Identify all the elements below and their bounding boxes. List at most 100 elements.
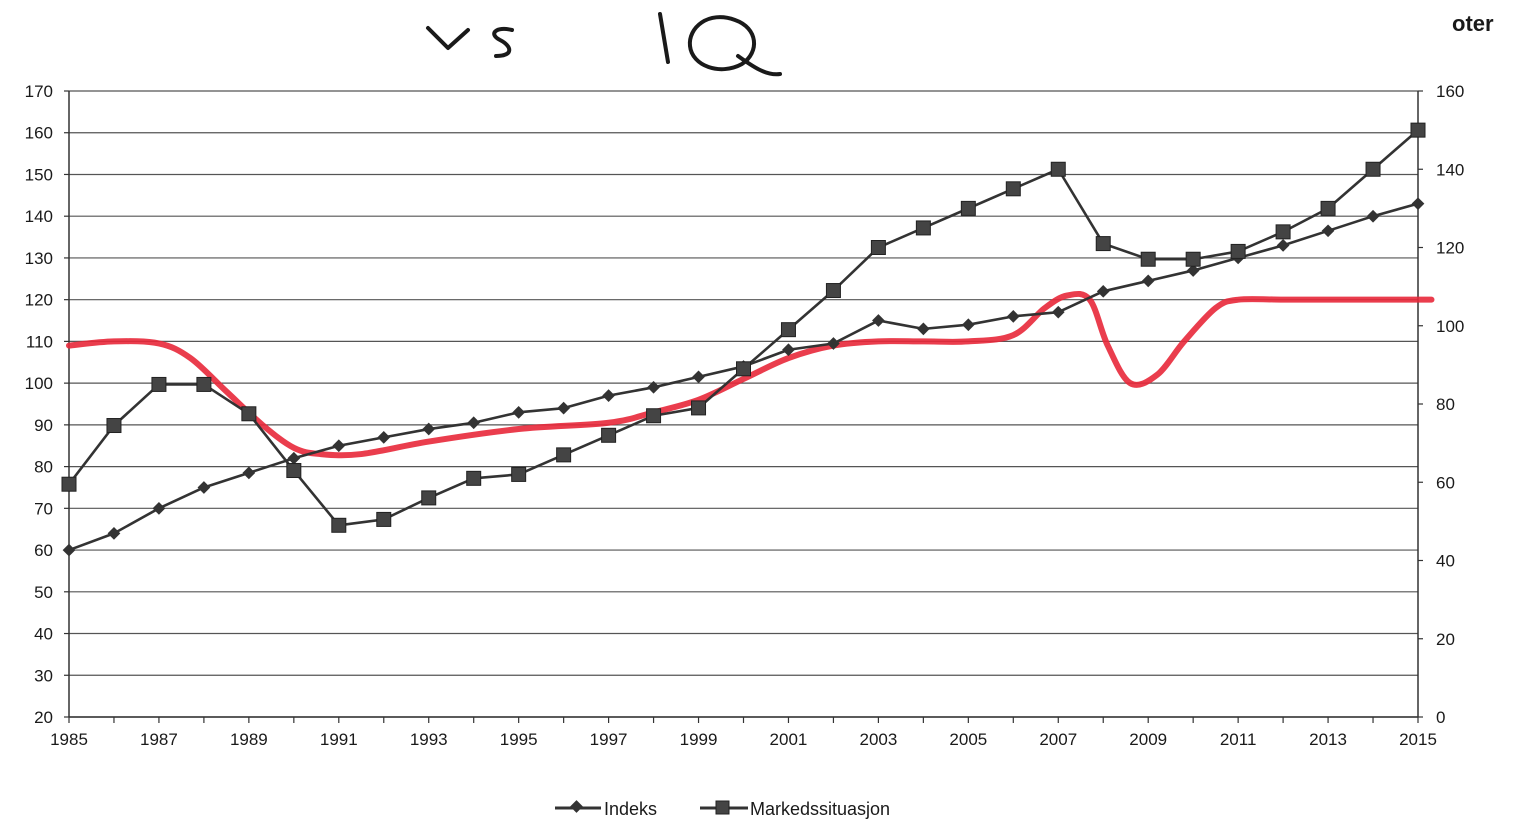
y-left-tick-label: 20 (34, 708, 53, 727)
data-point (825, 283, 841, 299)
data-point (151, 376, 167, 392)
data-point (1275, 224, 1291, 240)
legend: Indeks Markedssituasjon (555, 799, 890, 819)
data-point (1411, 197, 1425, 211)
y-right-tick-label: 20 (1436, 630, 1455, 649)
data-point (377, 431, 391, 444)
x-tick-label: 2003 (859, 730, 897, 749)
data-point (376, 511, 392, 527)
data-point (287, 451, 301, 465)
y-left-tick-label: 170 (25, 82, 53, 101)
data-point (286, 463, 302, 479)
data-point (1276, 239, 1290, 252)
data-point (152, 501, 166, 515)
data-point (421, 490, 437, 506)
data-point (1005, 181, 1021, 197)
legend-item-indeks: Indeks (555, 799, 657, 819)
data-point (106, 418, 122, 434)
data-point (915, 220, 931, 236)
data-point (1141, 274, 1155, 288)
y-left-tick-label: 60 (34, 541, 53, 560)
data-point (691, 400, 707, 416)
data-point (1140, 251, 1156, 267)
series-markedssituasjon (61, 122, 1426, 533)
axis-layer: 20 30 40 50 60 70 80 90 100 110 120 130 140 150 160 170… (25, 82, 1465, 749)
legend-label: Markedssituasjon (750, 799, 890, 819)
data-point (467, 416, 481, 430)
grid-layer (69, 90, 1418, 718)
y-left-tick-label: 100 (25, 374, 53, 393)
y-right-tick-label: 160 (1436, 82, 1464, 101)
data-point (556, 447, 572, 463)
data-point (197, 481, 211, 494)
x-tick-label: 2015 (1399, 730, 1437, 749)
x-tick-label: 1991 (320, 730, 358, 749)
x-tick-label: 2001 (770, 730, 808, 749)
data-point (331, 517, 347, 533)
x-tick-label: 2005 (949, 730, 987, 749)
data-point (1051, 305, 1065, 319)
data-point (422, 422, 436, 436)
x-tick-label: 1989 (230, 730, 268, 749)
data-point (1366, 209, 1380, 223)
data-point (512, 405, 526, 419)
data-point (1365, 161, 1381, 177)
y-left-tick-label: 80 (34, 458, 53, 477)
y-left-tick-label: 110 (26, 332, 53, 351)
data-point (870, 240, 886, 255)
data-point (692, 370, 705, 384)
red-overlay-line (66, 290, 1435, 459)
y-left-tick-label: 160 (25, 124, 53, 143)
y-left-tick-label: 40 (34, 625, 53, 644)
corner-text: oter (1452, 11, 1494, 36)
data-point (601, 427, 617, 443)
y-left-tick-label: 150 (25, 165, 53, 184)
red-overlay-path (66, 290, 1435, 459)
x-tick-label: 1985 (50, 730, 88, 749)
data-point (736, 361, 751, 377)
y-right-tick-label: 40 (1436, 552, 1455, 571)
y-left-tick-label: 130 (25, 249, 53, 268)
data-point (961, 318, 975, 332)
x-tick-label: 2009 (1129, 730, 1167, 749)
y-right-tick-label: 80 (1436, 395, 1455, 414)
data-point (557, 401, 570, 415)
x-tick-label: 1999 (680, 730, 718, 749)
data-point (241, 406, 257, 422)
legend-item-markedssituasjon: Markedssituasjon (700, 799, 890, 819)
y-right-tick-label: 100 (1436, 317, 1464, 336)
x-tick-label: 1995 (500, 730, 538, 749)
x-tick-label: 2011 (1220, 730, 1257, 749)
y-left-tick-label: 50 (34, 583, 53, 602)
data-point (107, 527, 121, 540)
data-point (917, 322, 930, 336)
data-point (1230, 243, 1246, 259)
data-point (1320, 200, 1336, 216)
y-right-tick-label: 0 (1436, 708, 1445, 727)
data-point (780, 322, 796, 338)
y-right-tick-label: 140 (1436, 160, 1464, 179)
data-point (1096, 284, 1110, 298)
data-point (646, 408, 662, 424)
y-left-tick-label: 30 (34, 666, 53, 685)
y-left-tick-label: 120 (25, 291, 53, 310)
data-point (960, 200, 976, 216)
data-point (872, 314, 885, 327)
x-tick-label: 1987 (140, 730, 178, 749)
y-right-tick-label: 60 (1436, 473, 1455, 492)
handwritten-annotation (426, 12, 782, 77)
data-point (1050, 161, 1066, 177)
x-tick-label: 2013 (1309, 730, 1347, 749)
series-layer (61, 122, 1426, 557)
data-point (62, 543, 76, 557)
data-point (332, 439, 346, 453)
data-point (466, 470, 482, 486)
data-point (1095, 236, 1111, 252)
data-point (196, 376, 212, 392)
legend-label: Indeks (604, 799, 657, 819)
data-point (61, 476, 77, 492)
data-point (602, 389, 615, 403)
x-tick-label: 2007 (1039, 730, 1077, 749)
data-point (242, 466, 256, 480)
